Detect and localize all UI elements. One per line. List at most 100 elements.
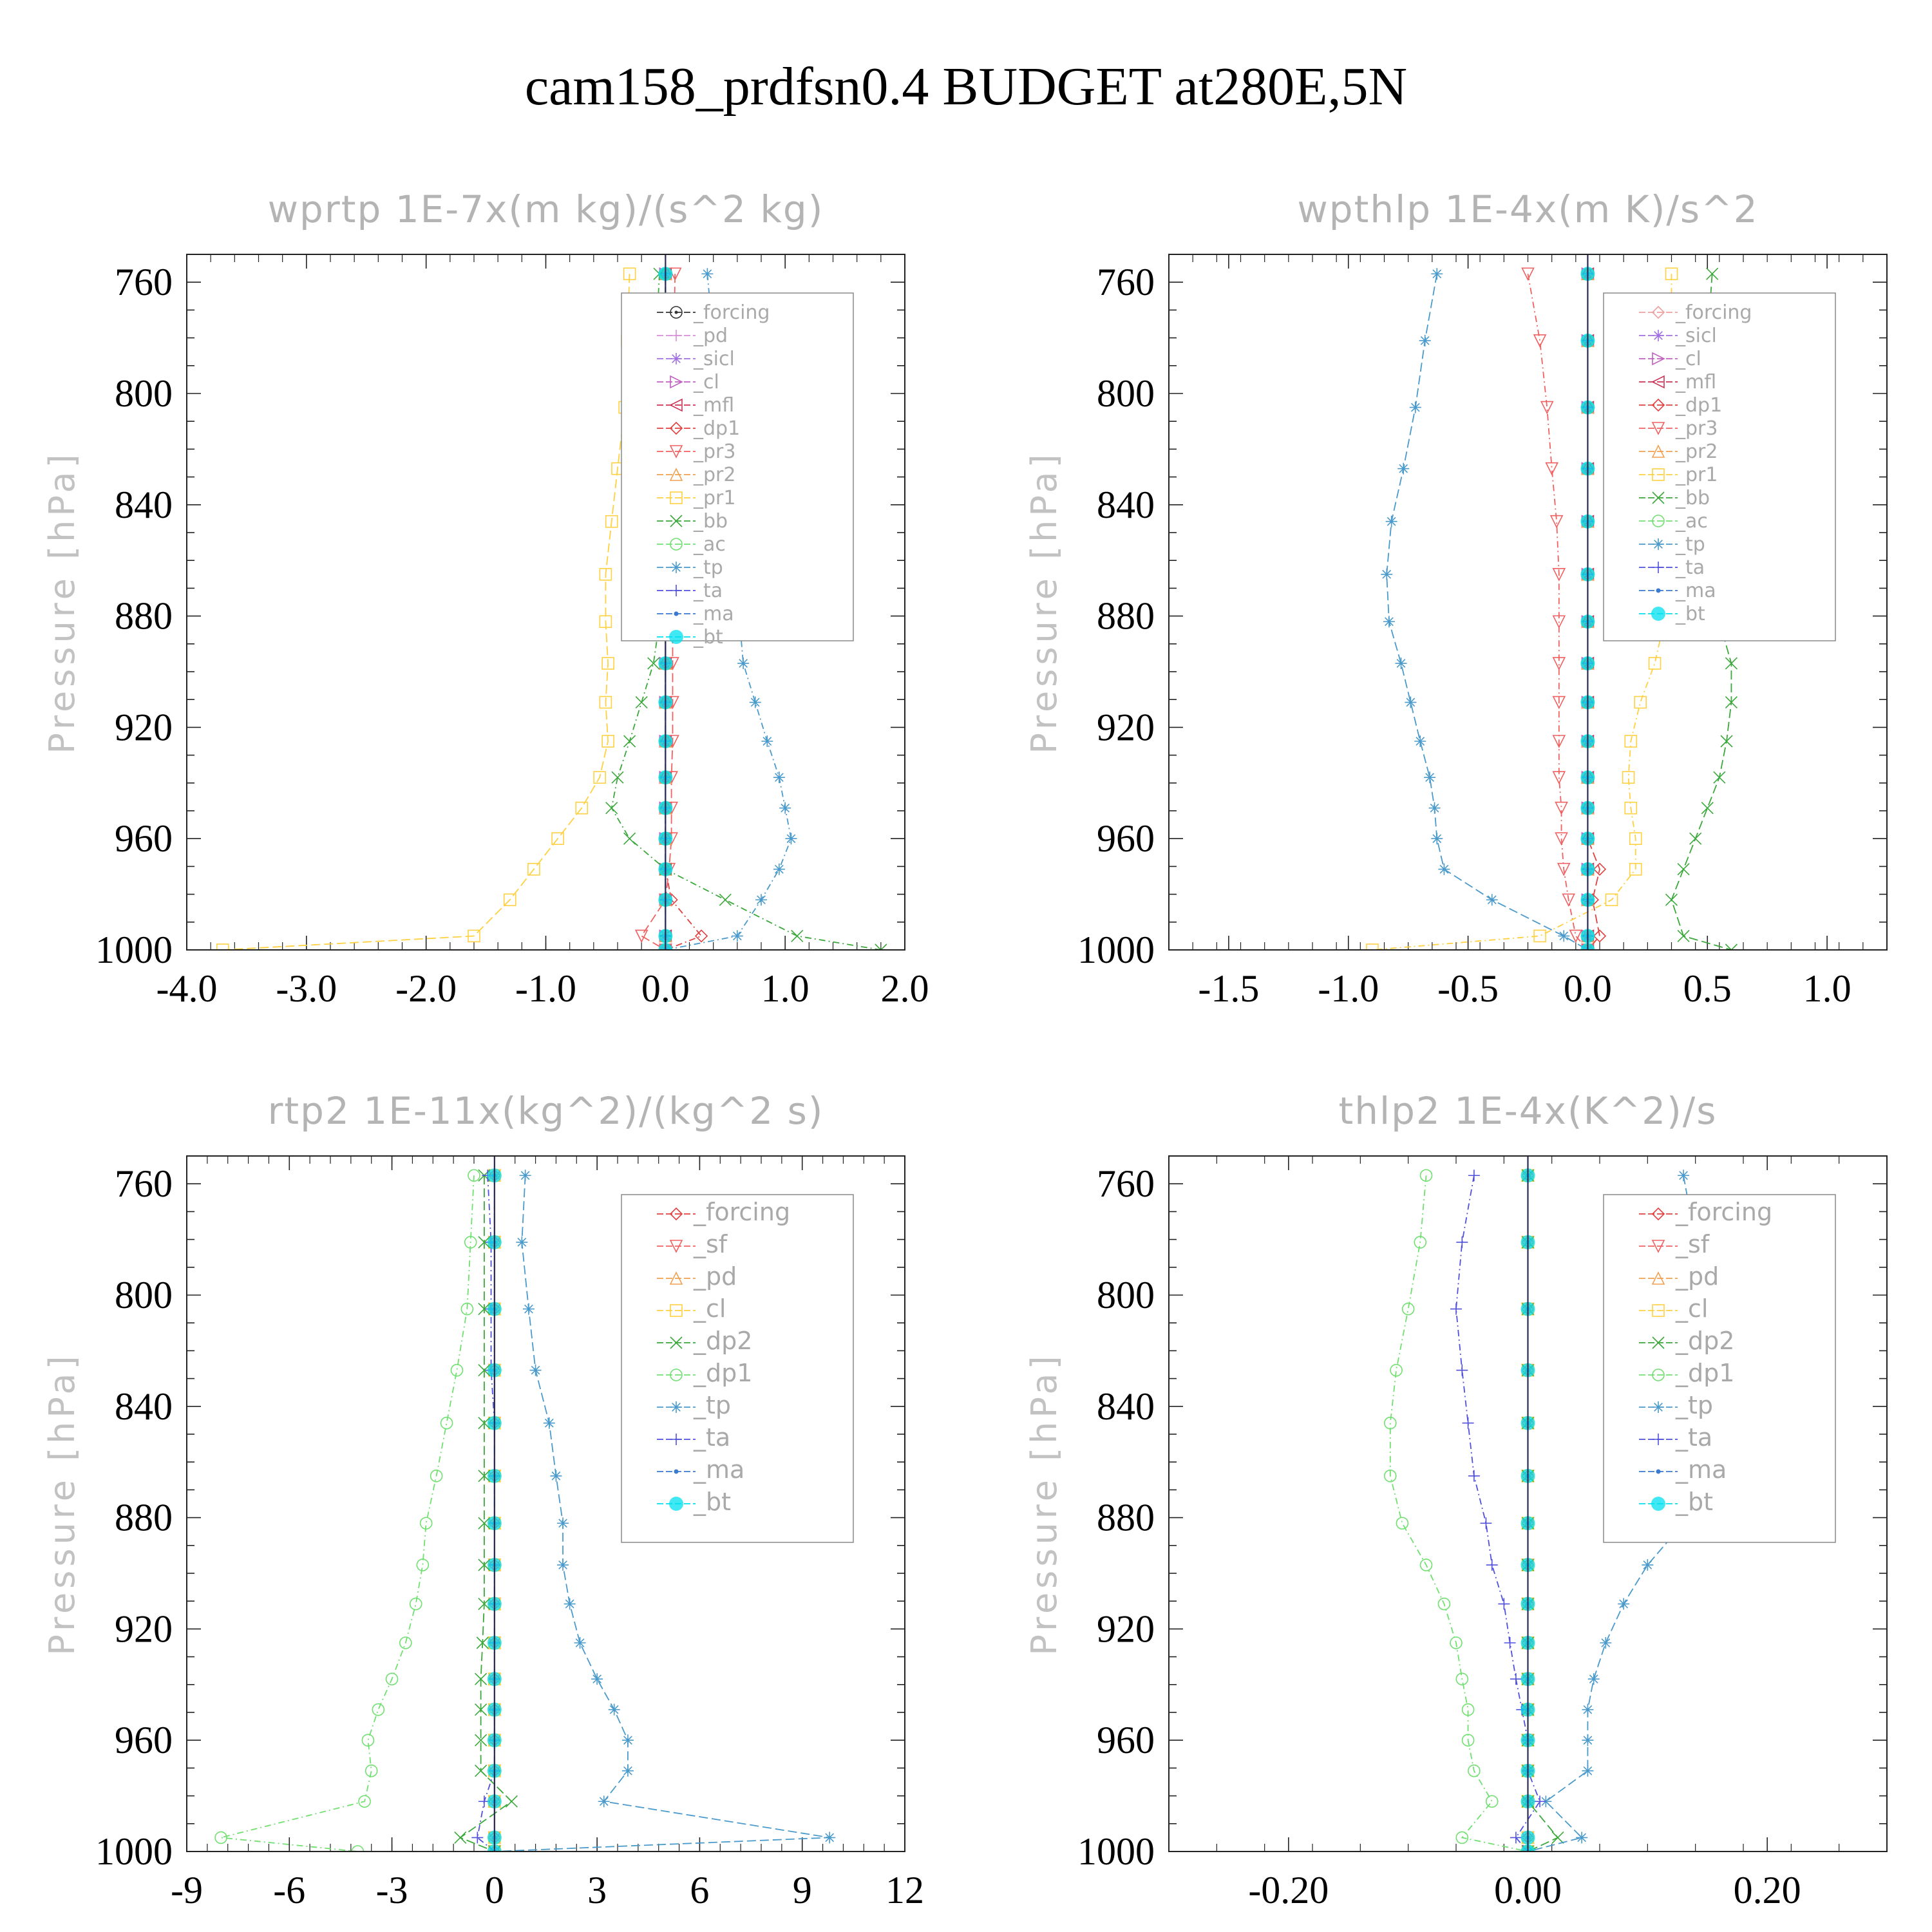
legend: _forcing _sf _pd _cl _dp2 _dp1 _tp _ta _ma _bt: [621, 1194, 854, 1543]
data-point-dp2: [478, 1597, 491, 1611]
data-point-dp2: [478, 1303, 491, 1316]
data-point-dp1: [1414, 1236, 1427, 1249]
data-point-pr1: [593, 771, 606, 784]
data-point-bb: [875, 943, 887, 950]
data-point-ta: [1534, 1795, 1546, 1808]
legend-entry: _ma: [693, 1455, 744, 1484]
legend: _forcing_sicl_cl_mfl_dp1_pr3_pr2_pr1_bb_…: [1603, 292, 1836, 641]
x-tick-label: -4.0: [156, 967, 218, 1010]
legend-marker: [1652, 1368, 1665, 1381]
data-point-tp: [1405, 696, 1417, 708]
x-tick-label: 1.0: [1803, 967, 1852, 1010]
data-point-bb: [611, 771, 624, 784]
data-point-tp: [574, 1637, 586, 1649]
data-point-tp: [608, 1703, 620, 1716]
panel-title: wprtp 1E-7x(m kg)/(s^2 kg): [268, 187, 824, 231]
legend-entry: _pd: [1675, 1262, 1719, 1291]
data-point-dp1: [1383, 1416, 1397, 1430]
data-point-pr1: [503, 893, 516, 907]
panel-title: thlp2 1E-4x(K^2)/s: [1338, 1089, 1717, 1133]
data-point-tp: [824, 1832, 836, 1844]
data-point-pr1: [468, 929, 480, 943]
data-point-dp2: [478, 1236, 491, 1249]
legend-entry: _sf: [1675, 1230, 1710, 1258]
data-point-pr1: [1629, 862, 1642, 876]
data-point-dp1: [1437, 1597, 1451, 1611]
y-tick-label: 760: [1097, 1162, 1155, 1205]
y-tick-label: 1000: [1077, 1830, 1155, 1873]
series-line-dp1: [220, 1175, 475, 1852]
y-axis-label: Pressure [hPa]: [42, 1352, 82, 1655]
data-point-dp1: [365, 1764, 378, 1777]
y-tick-label: 760: [115, 1162, 173, 1205]
legend-marker: [669, 630, 683, 644]
panel-3: rtp2 1E-11x(kg^2)/(kg^2 s) Pressure [hPa]…: [42, 1089, 924, 1911]
data-point-pr3: [1557, 862, 1571, 876]
y-tick-label: 920: [1097, 706, 1155, 748]
data-point-dp1: [399, 1636, 412, 1649]
data-point-dp1: [1461, 1703, 1475, 1716]
legend-marker: [1656, 588, 1661, 593]
legend-marker: [1651, 607, 1665, 621]
series-line-dp2: [459, 1175, 513, 1852]
y-tick-label: 880: [115, 595, 173, 638]
legend-entry: _pr2: [693, 464, 735, 486]
data-point-bb: [605, 802, 618, 815]
data-point-pr1: [1634, 696, 1647, 709]
series-line-pr3: [1527, 274, 1589, 950]
x-tick-label: -2.0: [395, 967, 457, 1010]
legend-marker: [1653, 330, 1664, 341]
data-point-bb: [1665, 893, 1678, 906]
legend-entry: _pr3: [693, 440, 735, 463]
legend-entry: _mfl: [693, 394, 734, 417]
data-point-tp: [779, 802, 791, 814]
y-tick-label: 840: [1097, 1385, 1155, 1428]
data-point-bb: [623, 735, 636, 748]
legend-marker: [1651, 444, 1665, 458]
y-tick-label: 1000: [1077, 929, 1155, 971]
legend-entry: _dp1: [693, 1359, 752, 1387]
legend-entry: _ac: [693, 533, 726, 556]
data-point-pr1: [1624, 735, 1638, 748]
legend-marker: [669, 445, 683, 459]
legend-marker: [670, 330, 682, 341]
y-tick-label: 760: [115, 261, 173, 303]
data-point-dp1: [1383, 1470, 1397, 1482]
data-point-tp: [773, 863, 785, 875]
data-point-tp: [557, 1559, 569, 1571]
data-point-pr3: [1552, 567, 1566, 582]
data-point-dp2: [478, 1517, 491, 1530]
data-point-tp: [731, 930, 743, 942]
legend-marker: [670, 491, 683, 504]
data-point-dp1: [1419, 1169, 1433, 1182]
legend-marker: [670, 306, 683, 319]
legend-entry: _pd: [693, 1262, 737, 1291]
data-point-ta: [1504, 1637, 1516, 1649]
x-tick-label: 0.0: [1564, 967, 1612, 1010]
legend-marker: [1652, 1304, 1665, 1317]
data-point-tp: [550, 1470, 562, 1482]
data-point-dp1: [1468, 1764, 1481, 1777]
x-tick-label: -6: [273, 1869, 305, 1911]
data-point-pr1: [1366, 943, 1379, 950]
panel-4: thlp2 1E-4x(K^2)/s Pressure [hPa] 760 800 84…: [1024, 1089, 1888, 1911]
legend-marker: [1652, 491, 1665, 504]
x-tick-label: -1.0: [515, 967, 576, 1010]
x-tick-label: 1.0: [761, 967, 810, 1010]
data-point-dp2: [476, 1636, 489, 1649]
legend-entry: _dp1: [1675, 1359, 1734, 1387]
legend-marker: [1651, 398, 1665, 412]
data-point-pr1: [601, 657, 614, 670]
data-point-dp1: [1461, 1734, 1475, 1747]
data-point-tp: [557, 1517, 569, 1530]
data-point-pr1: [216, 943, 229, 950]
y-tick-label: 880: [1097, 595, 1155, 638]
data-point-pr3: [1569, 929, 1583, 943]
legend-entry: _pr2: [1675, 440, 1718, 463]
data-point-tp: [1582, 1765, 1594, 1777]
data-point-tp: [1424, 772, 1436, 784]
data-point-dp2: [475, 1672, 488, 1685]
legend-entry: _pd: [693, 325, 728, 347]
data-point-pr3: [1555, 832, 1568, 846]
series-line-tp: [1386, 274, 1588, 950]
